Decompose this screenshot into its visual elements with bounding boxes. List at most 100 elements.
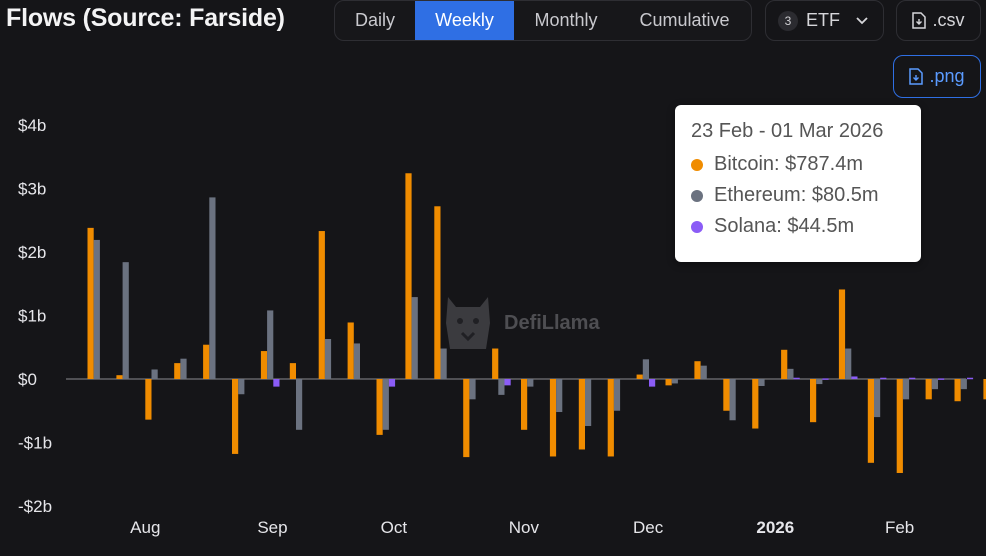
x-tick-label: Nov — [509, 518, 540, 537]
ethereum-bar — [93, 239, 100, 379]
tooltip-bitcoin-value: Bitcoin: $787.4m — [714, 153, 863, 175]
solana-dot — [691, 220, 703, 233]
tooltip-row-solana: Solana: $44.5m — [691, 211, 921, 242]
solana-bar — [504, 379, 511, 386]
x-tick-label: Dec — [633, 518, 664, 537]
period-tabs: Daily Weekly Monthly Cumulative — [334, 0, 752, 41]
solana-bar — [649, 379, 656, 387]
ethereum-bar — [787, 368, 794, 379]
bitcoin-bar — [492, 348, 499, 379]
tooltip-row-ethereum: Ethereum: $80.5m — [691, 180, 921, 211]
y-tick-label: -$1b — [18, 434, 52, 453]
bitcoin-bar — [87, 227, 94, 379]
download-png-button[interactable]: .png — [893, 55, 981, 98]
bitcoin-bar — [347, 322, 354, 379]
tooltip-row-bitcoin: Bitcoin: $787.4m — [691, 149, 921, 180]
ethereum-bar — [931, 379, 938, 390]
tab-daily[interactable]: Daily — [354, 10, 395, 30]
watermark: DefiLlama — [442, 293, 600, 353]
bitcoin-bar — [434, 206, 441, 379]
ethereum-bar — [642, 359, 649, 379]
y-tick-label: $3b — [18, 180, 46, 199]
bitcoin-bar — [983, 379, 986, 400]
ethereum-bar — [469, 379, 476, 400]
bitcoin-bar — [405, 173, 412, 379]
chart-tooltip: 23 Feb - 01 Mar 2026 Bitcoin: $787.4m Et… — [675, 105, 921, 262]
ethereum-bar — [613, 379, 621, 411]
bitcoin-bar — [867, 379, 874, 463]
solana-bar — [909, 377, 916, 380]
png-label: .png — [929, 66, 965, 86]
tooltip-ethereum-value: Ethereum: $80.5m — [714, 184, 879, 206]
bitcoin-bar — [665, 379, 672, 386]
bitcoin-bar — [145, 379, 152, 420]
ethereum-bar — [353, 343, 360, 379]
bitcoin-bar — [810, 379, 817, 423]
ethereum-bar — [902, 379, 910, 400]
ethereum-bar — [324, 338, 332, 379]
bitcoin-bar — [636, 374, 643, 379]
tab-cumulative[interactable]: Cumulative — [639, 10, 730, 30]
ethereum-bar — [816, 379, 823, 385]
bitcoin-bar — [232, 379, 239, 454]
y-tick-label: $4b — [18, 116, 46, 135]
chevron-down-icon — [856, 16, 868, 24]
bitcoin-bar — [838, 289, 846, 379]
ethereum-bar — [960, 379, 967, 390]
ethereum-bar — [729, 379, 736, 421]
ethereum-bar — [382, 379, 389, 430]
bitcoin-bar — [694, 361, 701, 379]
ethereum-bar — [238, 379, 245, 395]
bitcoin-bar — [925, 379, 932, 400]
ethereum-bar — [411, 297, 418, 379]
ethereum-bar — [585, 379, 592, 426]
ethereum-dot — [691, 189, 703, 202]
y-tick-label: $0 — [18, 370, 37, 389]
y-tick-label: -$2b — [18, 497, 52, 516]
bitcoin-bar — [549, 379, 557, 457]
download-csv-button[interactable]: .csv — [896, 0, 981, 41]
bitcoin-bar — [203, 344, 210, 379]
etf-count-badge: 3 — [778, 10, 798, 31]
bitcoin-bar — [376, 379, 383, 435]
solana-bar — [938, 378, 945, 380]
bitcoin-bar — [752, 379, 759, 429]
x-tick-label: Feb — [885, 518, 914, 537]
bitcoin-bar — [174, 363, 181, 379]
ethereum-bar — [180, 358, 187, 379]
file-icon — [912, 12, 927, 29]
tab-monthly[interactable]: Monthly — [534, 10, 598, 30]
ethereum-bar — [209, 197, 216, 379]
solana-bar — [966, 377, 974, 380]
solana-bar — [851, 376, 858, 379]
bitcoin-bar — [463, 379, 470, 458]
bitcoin-bar — [318, 231, 325, 379]
tab-weekly[interactable]: Weekly — [415, 1, 514, 40]
csv-label: .csv — [932, 10, 965, 30]
ethereum-bar — [267, 310, 274, 379]
ethereum-bar — [845, 348, 852, 379]
chart-title: Flows (Source: Farside) — [6, 4, 285, 32]
bitcoin-bar — [521, 379, 528, 430]
bitcoin-bar — [723, 379, 730, 411]
x-tick-label: Sep — [257, 518, 287, 537]
solana-bar — [880, 377, 887, 380]
x-tick-label: Oct — [381, 518, 408, 537]
solana-bar — [388, 379, 396, 387]
etf-selector[interactable]: 3 ETF — [765, 0, 884, 41]
bitcoin-bar — [578, 379, 585, 450]
x-tick-label: Aug — [130, 518, 160, 537]
bitcoin-dot — [691, 158, 703, 171]
tooltip-solana-value: Solana: $44.5m — [714, 215, 855, 237]
y-tick-label: $1b — [18, 307, 46, 326]
ethereum-bar — [296, 379, 303, 430]
bitcoin-bar — [781, 349, 788, 379]
ethereum-bar — [440, 348, 447, 379]
etf-label: ETF — [806, 10, 840, 30]
ethereum-bar — [556, 379, 563, 413]
solana-bar — [273, 379, 280, 387]
tooltip-date: 23 Feb - 01 Mar 2026 — [691, 120, 884, 142]
ethereum-bar — [122, 262, 129, 379]
solana-bar — [793, 377, 800, 380]
